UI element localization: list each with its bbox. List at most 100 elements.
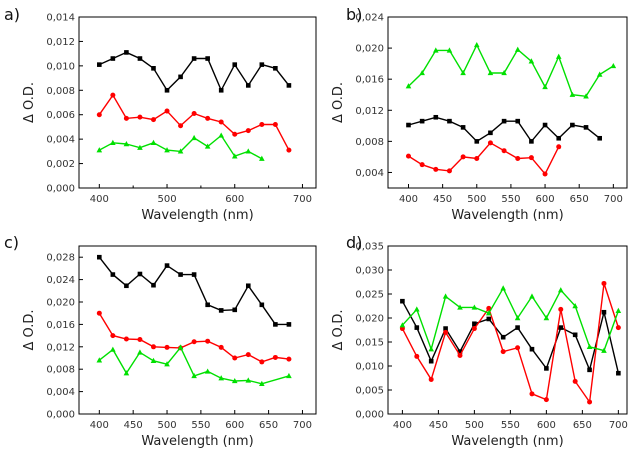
panel-label: d) — [346, 233, 362, 252]
data-point — [245, 283, 251, 289]
series-line — [408, 142, 560, 176]
x-tick-label: 450 — [429, 420, 448, 431]
panel-0: 0,000 0,002 0,004 0,006 0,008 0,010 0,012 0,014… — [4, 5, 317, 223]
data-point — [433, 47, 439, 53]
data-point — [205, 115, 211, 121]
data-point — [164, 147, 170, 153]
data-point — [529, 293, 535, 299]
data-point — [486, 316, 492, 322]
data-point — [419, 69, 425, 76]
data-point — [286, 83, 292, 88]
x-tick-label: 700 — [293, 194, 312, 205]
y-axis-label: Δ O.D. — [331, 82, 346, 123]
data-point — [515, 345, 521, 351]
data-point — [471, 304, 478, 310]
data-point — [460, 125, 466, 130]
x-axis-label: Wavelength (nm) — [141, 208, 253, 223]
data-point — [231, 153, 238, 159]
data-point — [124, 283, 129, 289]
y-axis-label: Δ O.D. — [331, 309, 346, 350]
series-line — [401, 283, 620, 404]
y-tick-label: 0,012 — [46, 37, 75, 48]
y-tick-label: 0,012 — [355, 106, 384, 117]
data-point — [529, 391, 535, 397]
y-tick-label: 0,016 — [46, 320, 75, 331]
data-point — [596, 71, 603, 77]
data-point — [97, 62, 102, 67]
data-point — [457, 304, 463, 310]
data-point — [232, 307, 238, 313]
x-tick-label: 700 — [604, 194, 623, 205]
data-point — [164, 108, 170, 114]
data-point — [587, 399, 593, 405]
data-point — [191, 110, 197, 116]
y-tick-label: 0,028 — [46, 253, 75, 264]
data-point — [428, 358, 434, 364]
data-point — [433, 166, 439, 172]
data-point — [399, 322, 406, 328]
y-tick-label: 0,008 — [46, 86, 75, 97]
y-tick-label: 0,005 — [355, 386, 384, 397]
x-tick-label: 500 — [465, 420, 484, 431]
x-tick-label: 550 — [501, 420, 520, 431]
data-point — [570, 122, 575, 128]
data-point — [137, 337, 143, 343]
data-point — [245, 148, 252, 154]
panel-label: a) — [4, 5, 20, 24]
data-point — [569, 91, 576, 97]
data-point — [616, 370, 621, 376]
x-tick-label: 600 — [537, 420, 556, 431]
data-point — [96, 357, 103, 363]
data-point — [474, 155, 480, 161]
data-point — [259, 155, 265, 161]
y-tick-label: 0,025 — [355, 290, 384, 301]
data-point — [405, 153, 411, 159]
y-tick-label: 0,024 — [46, 275, 75, 286]
plot-frame — [78, 245, 317, 415]
data-point — [443, 326, 448, 331]
data-point — [555, 53, 562, 59]
data-point — [191, 372, 197, 379]
panel-2: 0,000 0,004 0,008 0,012 0,016 0,020 0,024 0,028… — [4, 233, 317, 449]
data-point — [419, 118, 425, 124]
series-line — [98, 134, 263, 160]
series-line — [98, 346, 290, 385]
x-tick-label: 400 — [90, 420, 109, 431]
data-point — [583, 125, 589, 130]
data-point — [110, 139, 116, 146]
data-point — [97, 254, 102, 260]
series-line — [401, 300, 620, 374]
data-point — [137, 349, 143, 355]
y-tick-label: 0,010 — [46, 61, 75, 72]
data-point — [232, 355, 238, 361]
data-point — [151, 66, 156, 71]
data-point — [218, 344, 224, 350]
data-point — [110, 333, 116, 339]
y-tick-label: 0,004 — [46, 387, 75, 398]
y-tick-label: 0,020 — [46, 298, 75, 309]
data-point — [460, 69, 466, 76]
y-tick-label: 0,008 — [46, 365, 75, 376]
data-point — [572, 378, 578, 384]
data-point — [406, 122, 411, 128]
data-point — [414, 325, 420, 330]
data-point — [150, 117, 156, 123]
data-point — [433, 114, 439, 120]
x-tick-label: 400 — [399, 194, 418, 205]
y-tick-label: 0,020 — [355, 314, 384, 325]
data-point — [245, 128, 251, 134]
data-point — [514, 315, 521, 321]
data-point — [96, 112, 102, 118]
data-point — [272, 354, 278, 360]
series-line — [98, 256, 289, 326]
data-point — [123, 115, 129, 121]
data-point — [529, 346, 535, 352]
data-point — [286, 356, 292, 362]
data-point — [164, 361, 170, 367]
data-point — [123, 141, 130, 147]
data-point — [428, 346, 434, 352]
data-point — [405, 83, 412, 89]
data-point — [471, 326, 477, 332]
data-point — [443, 329, 449, 335]
data-point — [501, 69, 507, 76]
